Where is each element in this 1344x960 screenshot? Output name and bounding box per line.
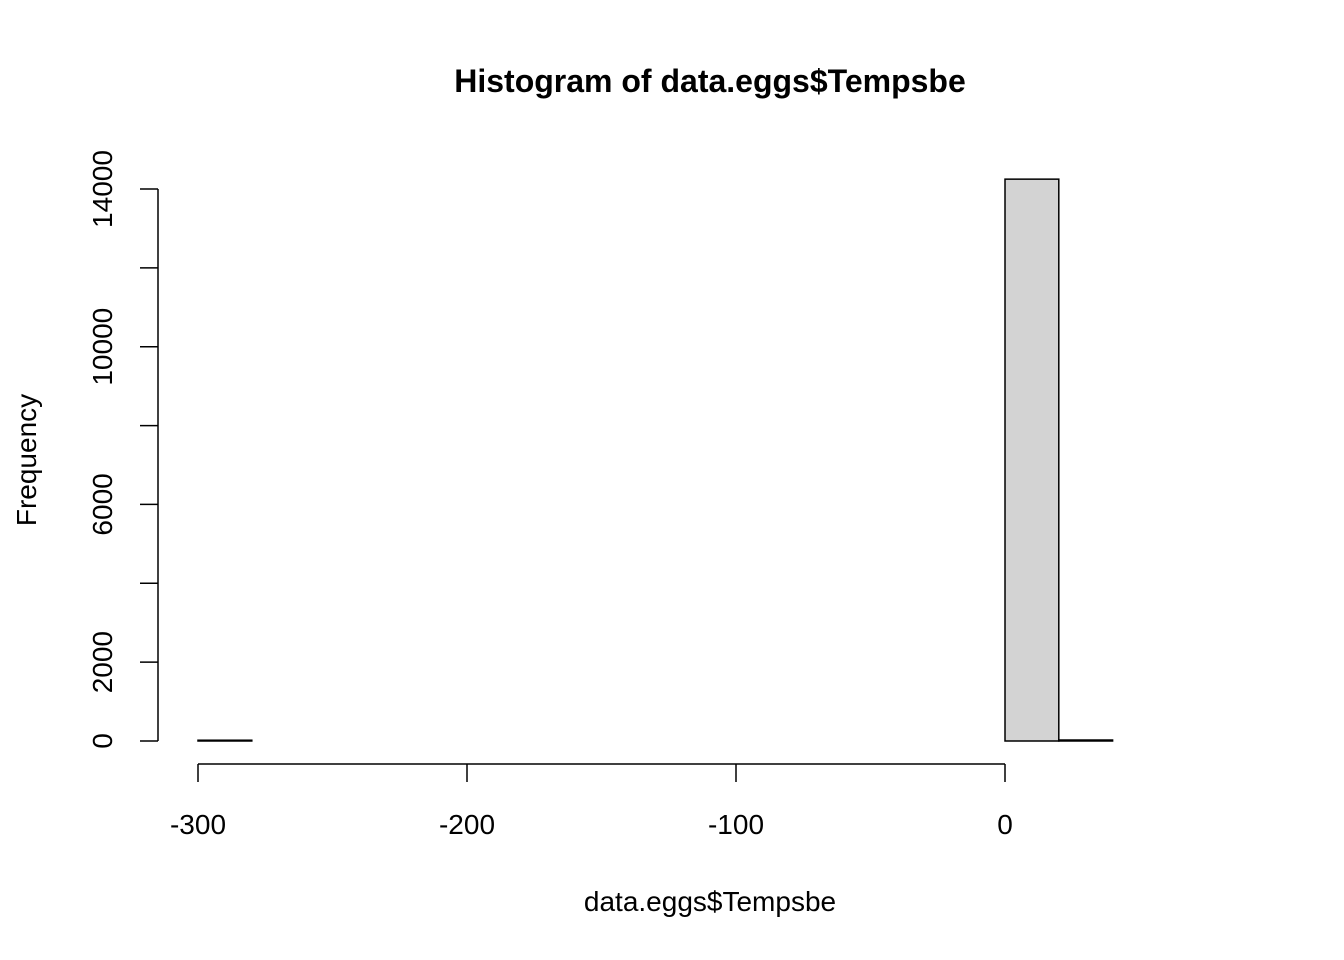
y-axis-label: Frequency — [11, 394, 42, 526]
x-axis: -300 -200 -100 0 — [170, 763, 1013, 840]
y-axis: 0 2000 6000 10000 14000 — [87, 150, 159, 749]
histogram-bars — [197, 178, 1114, 742]
y-tick-label-4: 14000 — [87, 150, 118, 228]
x-tick-label-2: -100 — [708, 809, 764, 840]
x-axis-label: data.eggs$Tempsbe — [584, 886, 836, 917]
x-tick-label-3: 0 — [997, 809, 1013, 840]
y-tick-label-1: 2000 — [87, 631, 118, 693]
histogram-bar-16 — [1058, 739, 1114, 742]
chart-title: Histogram of data.eggs$Tempsbe — [454, 63, 966, 99]
x-tick-label-0: -300 — [170, 809, 226, 840]
histogram-bar-0 — [197, 739, 253, 742]
histogram-bar-15 — [1004, 178, 1060, 742]
y-tick-label-2: 6000 — [87, 473, 118, 535]
y-tick-label-3: 10000 — [87, 308, 118, 386]
y-tick-label-0: 0 — [87, 733, 118, 749]
x-tick-label-1: -200 — [439, 809, 495, 840]
